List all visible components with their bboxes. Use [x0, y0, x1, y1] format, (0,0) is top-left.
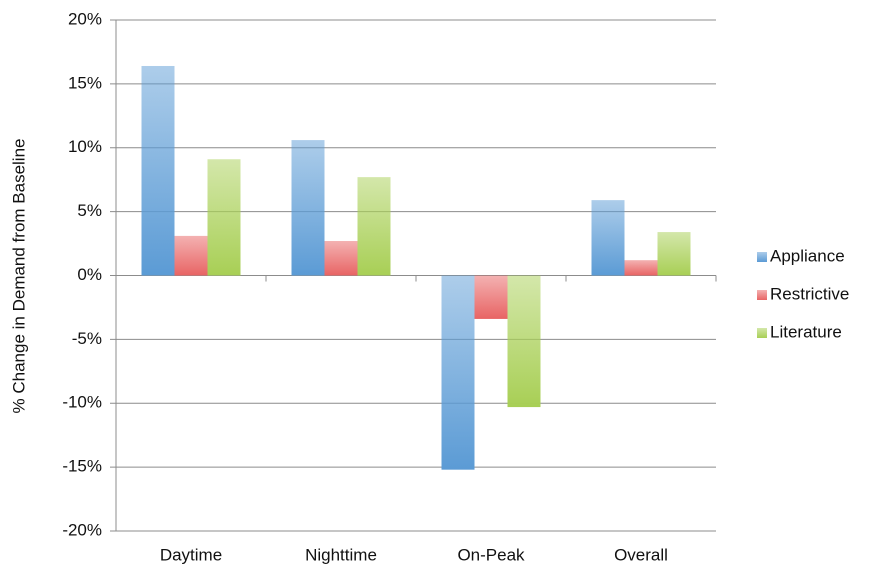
y-tick-label: 0%	[77, 265, 102, 284]
x-tick-label: Daytime	[160, 545, 222, 564]
x-tick-label: Overall	[614, 545, 668, 564]
bar	[624, 260, 658, 276]
x-tick-label: On-Peak	[457, 545, 525, 564]
legend-swatch	[757, 290, 767, 300]
y-tick-label: 15%	[68, 73, 102, 92]
y-tick-label: -10%	[62, 393, 102, 412]
bar	[174, 235, 208, 276]
legend-label: Restrictive	[770, 284, 849, 303]
bar	[474, 275, 508, 319]
y-tick-label: 10%	[68, 137, 102, 156]
legend-label: Literature	[770, 322, 842, 341]
legend-swatch	[757, 252, 767, 262]
bar	[591, 200, 625, 276]
x-tick-label: Nighttime	[305, 545, 377, 564]
y-tick-label: 5%	[77, 201, 102, 220]
y-axis-label: % Change in Demand from Baseline	[9, 139, 28, 414]
y-tick-label: -5%	[72, 329, 102, 348]
legend-label: Appliance	[770, 246, 845, 265]
bar	[207, 159, 241, 276]
bar	[324, 241, 358, 276]
bar	[507, 275, 541, 408]
y-tick-label: 20%	[68, 9, 102, 28]
bar	[441, 275, 475, 470]
bar	[657, 232, 691, 276]
bar	[291, 140, 325, 276]
y-tick-label: -15%	[62, 457, 102, 476]
y-tick-label: -20%	[62, 520, 102, 539]
bar	[357, 177, 391, 276]
legend-swatch	[757, 328, 767, 338]
bar	[141, 65, 175, 276]
